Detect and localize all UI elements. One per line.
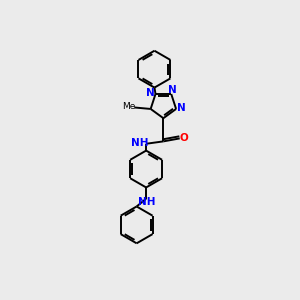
Text: NH: NH: [131, 138, 148, 148]
Text: Me: Me: [122, 102, 136, 111]
Text: N: N: [146, 88, 155, 98]
Text: N: N: [177, 103, 185, 113]
Text: N: N: [168, 85, 177, 95]
Text: NH: NH: [138, 197, 155, 207]
Text: O: O: [179, 133, 188, 143]
